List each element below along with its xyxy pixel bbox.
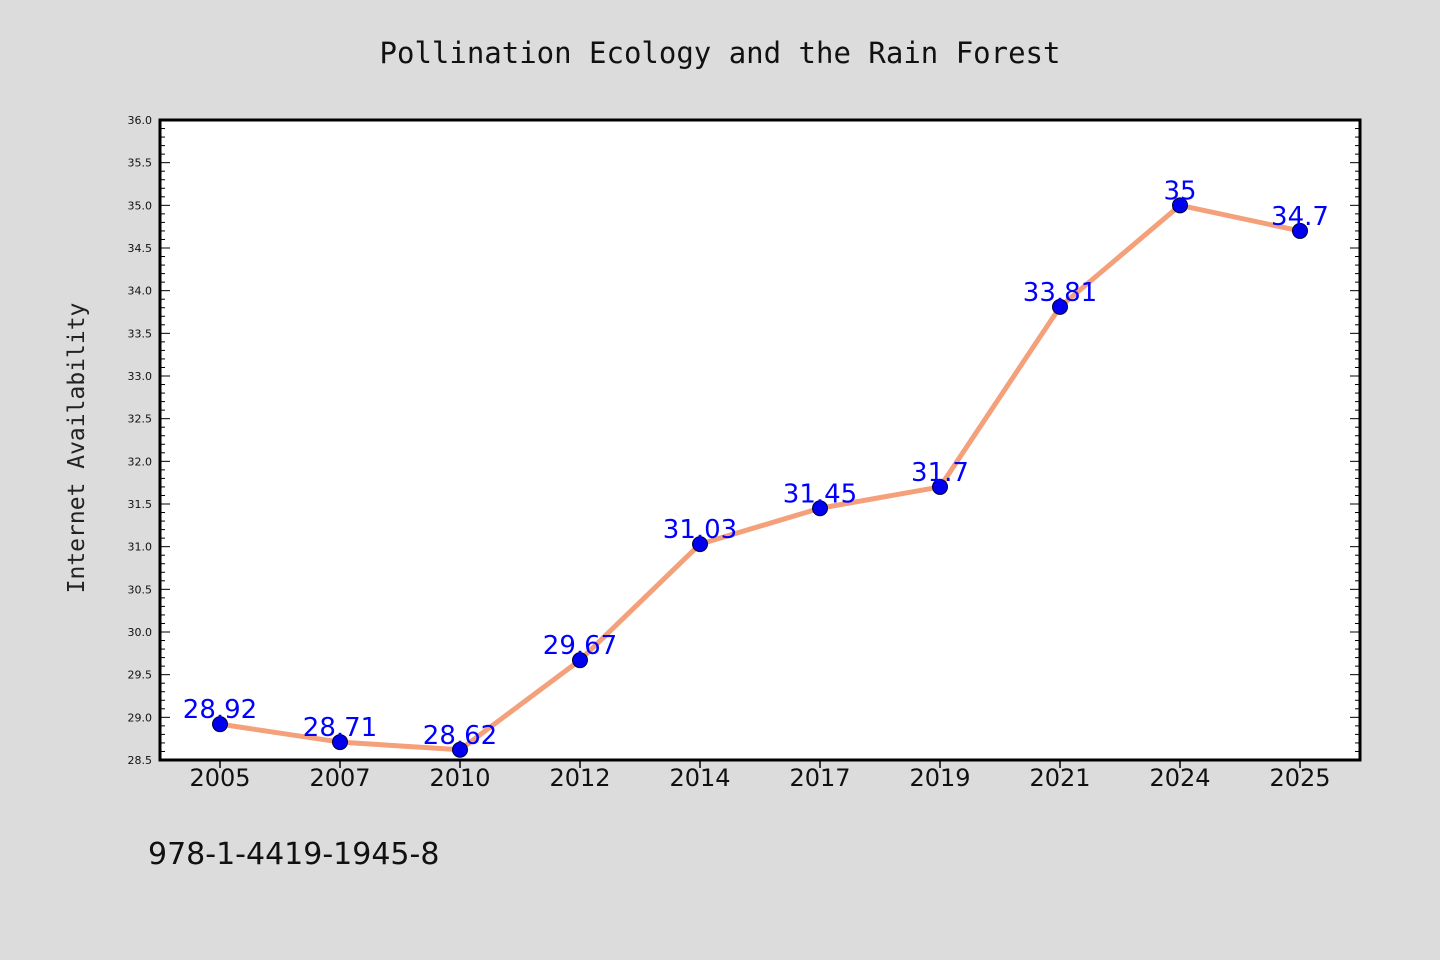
x-tick-label: 2014	[669, 764, 730, 792]
series-line	[217, 202, 1303, 753]
x-tick-label: 2007	[309, 764, 370, 792]
data-points	[212, 197, 1308, 758]
y-tick-label: 35.0	[128, 199, 153, 212]
y-tick-label: 32.0	[128, 455, 153, 468]
data-label: 31.7	[911, 458, 969, 488]
y-tick-label: 30.0	[128, 626, 153, 639]
y-tick-label: 32.5	[128, 413, 153, 426]
data-labels: 28.92 28.71 28.62 29.67 31.03 31.45 31.7 33.81 3…	[183, 176, 1329, 750]
data-point	[692, 536, 708, 553]
x-tick-label: 2005	[189, 764, 250, 792]
data-point	[212, 716, 228, 733]
data-point	[1052, 298, 1068, 315]
x-tick-label: 2024	[1149, 764, 1210, 792]
x-tick-label: 2021	[1029, 764, 1090, 792]
data-point	[812, 500, 828, 517]
y-tick-label: 31.0	[128, 541, 153, 554]
data-point	[452, 741, 468, 758]
y-tick-label: 30.5	[128, 583, 153, 596]
x-tick-label: 2012	[549, 764, 610, 792]
data-label: 34.7	[1271, 202, 1329, 232]
data-label: 35	[1163, 176, 1196, 206]
y-tick-label: 34.0	[128, 285, 153, 298]
y-tick-label: 35.5	[128, 157, 153, 170]
data-label: 28.71	[303, 713, 377, 743]
isbn-text: 978-1-4419-1945-8	[148, 837, 439, 872]
chart-title: Pollination Ecology and the Rain Forest	[380, 36, 1061, 70]
x-tick-label: 2010	[429, 764, 490, 792]
y-tick-label: 33.0	[128, 370, 153, 383]
x-tick-label: 2017	[789, 764, 850, 792]
data-point	[332, 734, 348, 751]
data-label: 28.92	[183, 695, 257, 725]
data-label: 29.67	[543, 631, 617, 661]
data-label: 33.81	[1023, 278, 1097, 308]
y-tick-label: 34.5	[128, 242, 153, 255]
y-axis-label: Internet Availability	[64, 303, 90, 594]
data-point	[572, 652, 588, 669]
data-label: 31.45	[783, 479, 857, 509]
y-tick-label: 29.5	[128, 669, 153, 682]
y-tick-label: 29.0	[128, 711, 153, 724]
data-label: 31.03	[663, 515, 737, 545]
y-tick-label: 36.0	[128, 114, 153, 127]
x-axis: 2005 2007 2010 2012 2014 2017 2019 2021 2024 2025	[189, 760, 1331, 792]
series-polyline	[217, 202, 1303, 753]
x-tick-label: 2025	[1269, 764, 1330, 792]
y-tick-label: 31.5	[128, 498, 153, 511]
plot-area	[158, 118, 1362, 762]
x-tick-label: 2019	[909, 764, 970, 792]
y-tick-label: 28.5	[128, 754, 153, 767]
data-label: 28.62	[423, 721, 497, 751]
y-axis: 28.5 29.0 29.5 30.0 30.5 31.0 31.5 32.0 32.5 33.0…	[128, 114, 1360, 767]
data-point	[1292, 222, 1308, 239]
data-point	[932, 478, 948, 495]
y-tick-label: 33.5	[128, 327, 153, 340]
data-point	[1172, 197, 1188, 214]
